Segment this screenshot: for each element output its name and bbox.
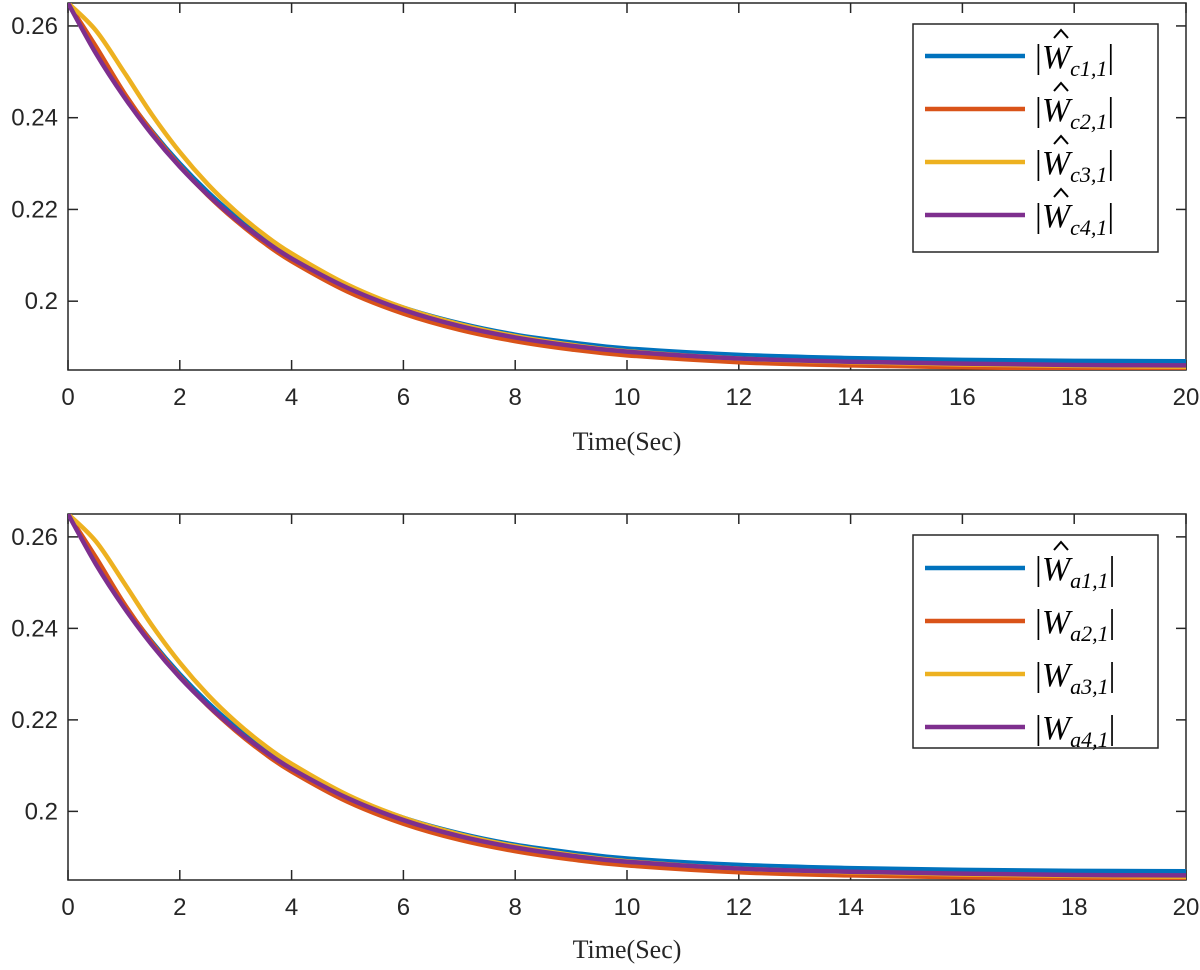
- x-tick-label: 6: [397, 384, 410, 411]
- legend-entry-label: |Wa4,1|: [1035, 710, 1115, 752]
- legend: |Wa1,1| |Wa2,1| |Wa3,1| |Wa4,1|: [912, 534, 1159, 752]
- series-line-4: [68, 3, 1186, 368]
- legend-entry-label: |Wa3,1|: [1035, 657, 1115, 699]
- x-tick-label: 4: [285, 384, 298, 411]
- x-tick-label: 14: [837, 384, 864, 411]
- x-axis-label: Time(Sec): [573, 427, 682, 456]
- hat-accent: [1053, 540, 1069, 551]
- y-tick-label: 0.24: [11, 105, 58, 132]
- y-tick-label: 0.26: [11, 524, 58, 551]
- legend-box: [912, 534, 1159, 749]
- legend-entry-label: |Wc4,1|: [1035, 198, 1114, 240]
- hat-accent: [1053, 28, 1069, 39]
- legend: |Wc1,1| |Wc2,1| |Wc3,1| |Wc4,1|: [912, 23, 1159, 253]
- x-tick-label: 16: [949, 384, 976, 411]
- x-axis-label: Time(Sec): [573, 935, 682, 964]
- x-tick-label: 20: [1173, 894, 1200, 921]
- x-tick-label: 12: [725, 894, 752, 921]
- y-tick-label: 0.22: [11, 196, 58, 223]
- x-tick-label: 16: [949, 894, 976, 921]
- chart-panel-2: 0 2 4 6 8 10 12 14 16 18 20 0.2 0.22 0.24 0.26 Time(Sec…: [11, 513, 1200, 964]
- legend-entry-label: |Wa1,1|: [1035, 551, 1115, 593]
- x-tick-label: 6: [397, 894, 410, 921]
- x-tick-label: 12: [725, 384, 752, 411]
- y-tick-label: 0.26: [11, 13, 58, 40]
- hat-accent: [1053, 134, 1069, 145]
- x-tick-label: 4: [285, 894, 298, 921]
- y-tick-label: 0.2: [25, 798, 58, 825]
- x-tick-label: 0: [61, 384, 74, 411]
- y-tick-label: 0.24: [11, 615, 58, 642]
- y-tick-label: 0.22: [11, 707, 58, 734]
- y-tick-label: 0.2: [25, 288, 58, 315]
- legend-entry-label: |Wc2,1|: [1035, 92, 1114, 134]
- x-tick-label: 18: [1061, 894, 1088, 921]
- x-tick-label: 14: [837, 894, 864, 921]
- x-tick-label: 2: [173, 894, 186, 921]
- legend-entry-label: |Wa2,1|: [1035, 604, 1115, 646]
- x-tick-label: 2: [173, 384, 186, 411]
- chart-panel-1: 0 2 4 6 8 10 12 14 16 18 20 0.2 0.22 0.24 0.26 Time(Sec…: [11, 2, 1200, 456]
- x-tick-label: 8: [509, 384, 522, 411]
- x-tick-label: 20: [1173, 384, 1200, 411]
- series-line-4: [68, 514, 1186, 878]
- legend-entry-label: |Wc1,1|: [1035, 39, 1114, 81]
- hat-accent: [1053, 81, 1069, 92]
- legend-entry-label: |Wc3,1|: [1035, 145, 1114, 187]
- x-tick-label: 0: [61, 894, 74, 921]
- x-tick-label: 10: [614, 384, 641, 411]
- hat-accent: [1053, 187, 1069, 198]
- x-tick-label: 10: [614, 894, 641, 921]
- x-tick-label: 8: [509, 894, 522, 921]
- x-tick-label: 18: [1061, 384, 1088, 411]
